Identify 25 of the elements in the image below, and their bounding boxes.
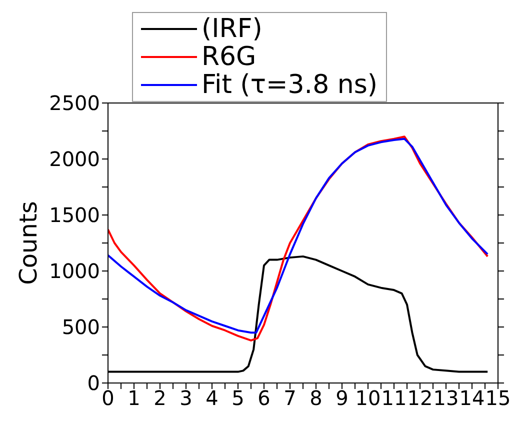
x-tick-label: 1 bbox=[128, 386, 140, 410]
x-tick-label: 2 bbox=[154, 386, 166, 410]
x-tick-label: 6 bbox=[258, 386, 270, 410]
x-tick-label: 12 bbox=[407, 386, 433, 410]
x-tick-label: 15 bbox=[485, 386, 511, 410]
y-axis-title: Counts bbox=[14, 201, 43, 285]
x-tick-label: 11 bbox=[381, 386, 407, 410]
x-tick-label: 5 bbox=[232, 386, 244, 410]
x-tick-label: 7 bbox=[284, 386, 296, 410]
x-tick-label: 3 bbox=[180, 386, 192, 410]
y-tick-label: 2500 bbox=[49, 91, 100, 116]
y-tick-label: 1500 bbox=[49, 203, 100, 228]
x-tick-label: 14 bbox=[459, 386, 485, 410]
legend-label: R6G bbox=[201, 42, 256, 72]
x-tick-label: 9 bbox=[336, 386, 348, 410]
x-tick-label: 4 bbox=[206, 386, 218, 410]
x-tick-label: 10 bbox=[355, 386, 381, 410]
y-tick-label: 0 bbox=[87, 371, 100, 396]
x-tick-label: 8 bbox=[310, 386, 322, 410]
legend-label: (IRF) bbox=[201, 14, 262, 44]
y-tick-label: 500 bbox=[62, 315, 100, 340]
y-tick-label: 1000 bbox=[49, 259, 100, 284]
x-tick-label: 13 bbox=[433, 386, 459, 410]
y-tick-label: 2000 bbox=[49, 147, 100, 172]
legend-label: Fit (τ=3.8 ns) bbox=[201, 70, 378, 100]
